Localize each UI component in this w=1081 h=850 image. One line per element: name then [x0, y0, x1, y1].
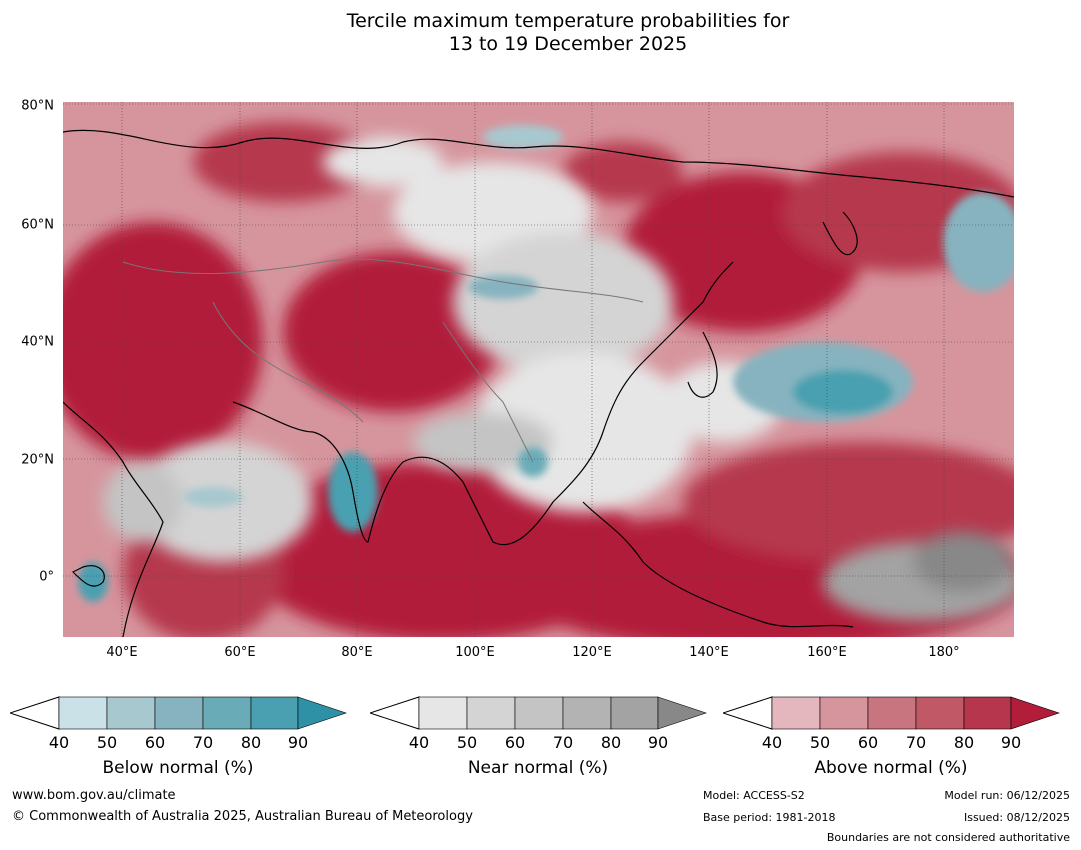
colorbar-below-upper-extend — [297, 696, 347, 730]
colorbar-above-bin-70-80 — [915, 696, 965, 730]
colorbar-near-bin-80-90 — [610, 696, 659, 730]
model-text: Model: ACCESS-S2 — [703, 789, 805, 802]
colorbar-near-normal — [370, 696, 707, 730]
colorbar-above-bin-80-90 — [963, 696, 1012, 730]
colorbar-near-bin-70-80 — [562, 696, 612, 730]
copyright-text: © Commonwealth of Australia 2025, Austra… — [12, 809, 473, 824]
lon-label-120e: 120°E — [572, 645, 612, 660]
model-run-text: Model run: 06/12/2025 — [944, 789, 1070, 802]
colorbar-below-tick: 70 — [192, 733, 214, 752]
colorbar-below-bin-40-50 — [58, 696, 108, 730]
coastlines — [63, 129, 1014, 637]
base-period-text: Base period: 1981-2018 — [703, 811, 836, 824]
colorbar-below-bin-70-80 — [202, 696, 252, 730]
colorbar-near-lower-extend — [370, 696, 420, 730]
colorbar-below-normal — [10, 696, 347, 730]
lon-label-40e: 40°E — [106, 645, 138, 660]
lon-label-80e: 80°E — [341, 645, 373, 660]
lon-label-180: 180° — [928, 645, 960, 660]
lon-label-60e: 60°E — [224, 645, 256, 660]
colorbar-above-tick: 70 — [905, 733, 927, 752]
boundaries-note: Boundaries are not considered authoritat… — [826, 831, 1070, 844]
lon-label-160e: 160°E — [807, 645, 847, 660]
chart-title-line1: Tercile maximum temperature probabilitie… — [346, 10, 790, 32]
colorbar-near-tick: 90 — [647, 733, 669, 752]
probability-map — [63, 102, 1014, 637]
lat-label-80n: 80°N — [21, 98, 54, 114]
colorbar-below-tick: 40 — [48, 733, 70, 752]
issued-text: Issued: 08/12/2025 — [963, 811, 1070, 824]
graticule — [63, 102, 1014, 637]
colorbar-above-label: Above normal (%) — [814, 758, 968, 778]
lon-label-140e: 140°E — [689, 645, 729, 660]
colorbar-above-tick: 50 — [809, 733, 831, 752]
colorbar-below-bin-50-60 — [106, 696, 156, 730]
lon-label-100e: 100°E — [455, 645, 495, 660]
colorbar-below-bin-60-70 — [154, 696, 204, 730]
lat-label-20n: 20°N — [21, 452, 54, 468]
colorbar-above-bin-40-50 — [771, 696, 821, 730]
colorbar-near-tick: 70 — [552, 733, 574, 752]
colorbar-near-bin-40-50 — [418, 696, 468, 730]
colorbar-above-lower-extend — [723, 696, 773, 730]
colorbar-near-upper-extend — [657, 696, 707, 730]
website-link[interactable]: www.bom.gov.au/climate — [12, 788, 176, 803]
colorbar-above-tick: 90 — [1000, 733, 1022, 752]
chart-title: Tercile maximum temperature probabilitie… — [0, 10, 1081, 56]
colorbar-near-bin-60-70 — [514, 696, 564, 730]
colorbar-below-bin-80-90 — [250, 696, 299, 730]
below-normal-regions — [78, 125, 1014, 602]
colorbar-below-label: Below normal (%) — [102, 758, 254, 778]
map-svg — [63, 102, 1014, 637]
colorbar-below-lower-extend — [10, 696, 60, 730]
colorbar-below-tick: 80 — [240, 733, 262, 752]
colorbar-above-tick: 60 — [857, 733, 879, 752]
lat-label-60n: 60°N — [21, 217, 54, 233]
colorbar-below-tick: 50 — [96, 733, 118, 752]
colorbar-above-tick: 80 — [953, 733, 975, 752]
colorbar-near-tick: 40 — [408, 733, 430, 752]
colorbar-above-bin-50-60 — [819, 696, 869, 730]
colorbar-near-tick: 50 — [456, 733, 478, 752]
colorbar-near-bin-50-60 — [466, 696, 516, 730]
colorbar-below-tick: 90 — [287, 733, 309, 752]
colorbar-near-tick: 60 — [504, 733, 526, 752]
colorbar-near-label: Near normal (%) — [467, 758, 609, 778]
colorbar-below-tick: 60 — [144, 733, 166, 752]
lat-label-0: 0° — [39, 569, 54, 585]
colorbar-above-tick: 40 — [761, 733, 783, 752]
colorbar-above-bin-60-70 — [867, 696, 917, 730]
colorbar-above-upper-extend — [1010, 696, 1060, 730]
chart-title-line2: 13 to 19 December 2025 — [448, 33, 688, 55]
colorbar-above-normal — [723, 696, 1060, 730]
country-borders — [122, 258, 644, 463]
lat-label-40n: 40°N — [21, 334, 54, 350]
colorbar-near-tick: 80 — [600, 733, 622, 752]
